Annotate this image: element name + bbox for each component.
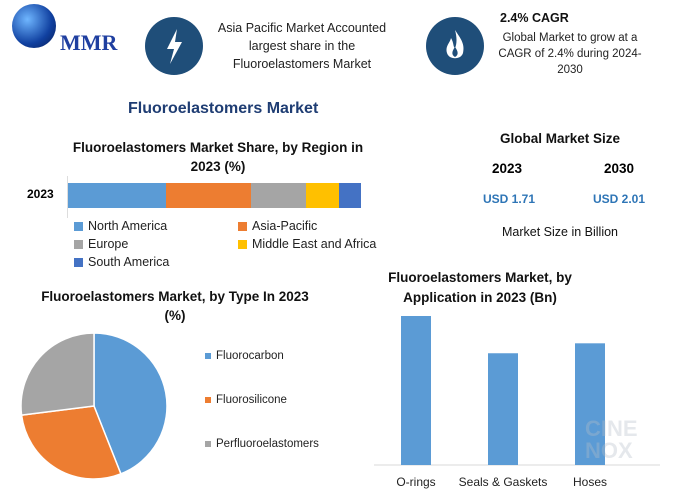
- legend-swatch: [238, 221, 247, 231]
- legend-item: Europe: [74, 237, 128, 251]
- application-bar-chart: O-rings Seals & Gaskets Hoses: [374, 316, 660, 489]
- legend-item: North America: [74, 219, 167, 233]
- legend-swatch: [74, 239, 83, 249]
- year-2030: 2030: [604, 161, 635, 176]
- legend-label: Fluorocarbon: [216, 350, 284, 362]
- legend-item: Middle East and Africa: [238, 237, 376, 251]
- region-category-label: 2023: [27, 187, 54, 201]
- bar-segment-europe: [250, 183, 306, 208]
- legend-swatch: [205, 353, 211, 359]
- year-2023: 2023: [492, 161, 523, 176]
- legend-label: Fluorosilicone: [216, 394, 287, 406]
- x-tick-label: Hoses: [573, 475, 607, 489]
- logo-text: MMR: [60, 30, 118, 55]
- pie-slice-fluorosilicone: [20, 405, 122, 480]
- x-tick-label: Seals & Gaskets: [459, 475, 548, 489]
- market-size-title: Global Market Size: [499, 131, 621, 146]
- pie-chart: [20, 332, 168, 480]
- bar-seals-gaskets: [488, 353, 518, 465]
- value-2030: USD 2.01: [593, 192, 646, 206]
- legend-swatch: [205, 397, 211, 403]
- pie-legend-item: Fluorocarbon: [205, 350, 284, 362]
- pie-legend-item: Perfluoroelastomers: [205, 438, 319, 450]
- type-chart-title: Fluoroelastomers Market, by Type In 2023…: [41, 289, 309, 323]
- legend-label: Perfluoroelastomers: [216, 438, 319, 450]
- application-chart-title: Fluoroelastomers Market, by Application …: [388, 270, 572, 305]
- x-tick-label: O-rings: [396, 475, 435, 489]
- bar-hoses: [575, 343, 605, 465]
- watermark: CINE NOX: [585, 416, 638, 463]
- legend-label: South America: [88, 255, 170, 269]
- main-title: Fluoroelastomers Market: [128, 100, 319, 117]
- bar-segment-middle-east-and-africa: [305, 183, 339, 208]
- cagr-title: 2.4% CAGR: [500, 11, 569, 25]
- flame-icon: [426, 17, 484, 75]
- pie-slice-fluorocarbon: [93, 332, 168, 475]
- market-size-note: Market Size in Billion: [501, 225, 618, 239]
- highlight-region: Asia Pacific Market Accounted largest sh…: [217, 21, 387, 71]
- cagr-text: Global Market to grow at a CAGR of 2.4% …: [498, 32, 642, 76]
- legend-label: Middle East and Africa: [252, 237, 377, 251]
- bar-segment-asia-pacific: [165, 183, 251, 208]
- logo: MMR: [4, 2, 129, 60]
- globe-icon: [12, 4, 56, 48]
- legend-item: South America: [74, 255, 169, 269]
- stacked-bar: [68, 183, 361, 208]
- bar-segment-north-america: [68, 183, 166, 208]
- legend-label: North America: [88, 219, 168, 233]
- legend-label: Europe: [88, 237, 129, 251]
- pie-slice-perfluoroelastomers: [20, 332, 95, 416]
- bar-segment-south-america: [339, 183, 361, 208]
- value-2023: USD 1.71: [483, 192, 536, 206]
- legend-swatch: [238, 239, 247, 249]
- pie-legend-item: Fluorosilicone: [205, 394, 287, 406]
- legend-swatch: [205, 441, 211, 447]
- legend-label: Asia-Pacific: [252, 219, 318, 233]
- region-chart-title: Fluoroelastomers Market Share, by Region…: [72, 140, 364, 174]
- lightning-icon: [145, 17, 203, 75]
- legend-item: Asia-Pacific: [238, 219, 317, 233]
- legend-swatch: [74, 221, 83, 231]
- bar-o-rings: [401, 316, 431, 465]
- legend-swatch: [74, 257, 83, 267]
